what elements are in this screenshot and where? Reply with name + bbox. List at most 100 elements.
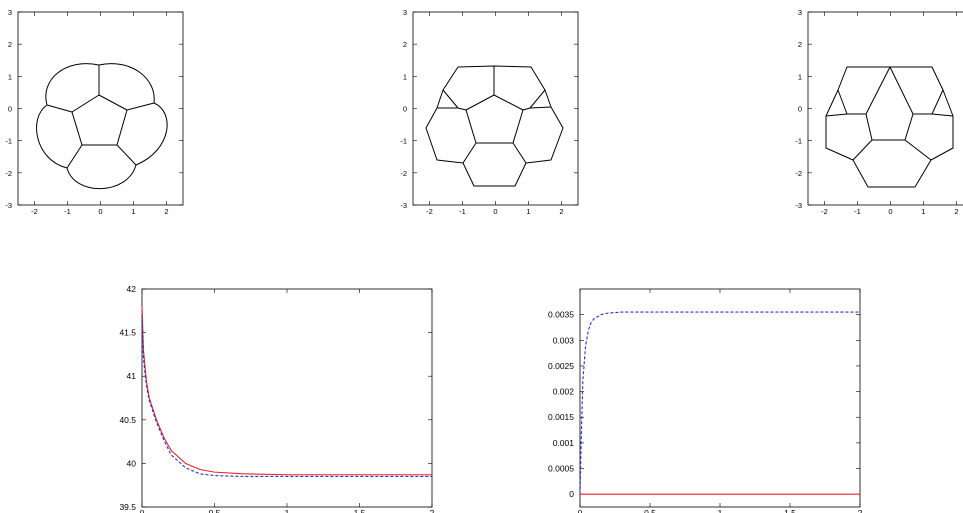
cell-edge (512, 142, 527, 164)
dashed-series-line (579, 311, 860, 495)
y-tick-label: 40.5 (119, 415, 136, 425)
y-tick-label: 0.0005 (548, 464, 574, 474)
x-tick-label: -1 (459, 207, 466, 216)
cell-edge (36, 104, 68, 169)
x-tick-label: 1 (526, 207, 530, 216)
cell-edge (825, 113, 848, 117)
y-tick-label: 1 (798, 72, 802, 81)
x-tick-label: 1.5 (354, 508, 366, 513)
y-tick-label: -1 (400, 137, 407, 146)
cell-edges (36, 63, 168, 190)
cell-edge (116, 144, 137, 166)
cell-edge (865, 66, 914, 141)
cell-shape-panel-3: -2 -1 0 1 2 -3 -2 -1 0 1 2 3 (795, 8, 963, 216)
cell-shape-panel-2: -2 -1 0 1 2 -3 -2 -1 0 1 2 3 (400, 8, 579, 216)
y-tick-label: 0 (8, 105, 12, 114)
y-tick-label: 41 (127, 371, 137, 381)
x-tick-label: 2 (430, 508, 435, 513)
y-tick-label: -2 (795, 169, 802, 178)
cell-edge (116, 109, 128, 146)
y-tick-label: 0.001 (553, 438, 575, 448)
y-tick-label: 0 (569, 489, 574, 499)
cell-edge (71, 111, 83, 146)
y-tick-label: 0 (403, 105, 407, 114)
cell-edge (66, 164, 137, 190)
x-tick-label: -1 (854, 207, 861, 216)
y-tick-label: -3 (795, 201, 802, 210)
solid-series-line (141, 306, 432, 476)
y-tick-label: 1 (8, 72, 12, 81)
cell-edges (425, 65, 564, 187)
plot-frame (579, 288, 861, 508)
cell-edge (46, 104, 73, 113)
y-tick-label: 0.0015 (548, 412, 574, 422)
y-tick-label: -3 (400, 201, 407, 210)
line-chart-1: 0 0.5 1 1.5 2 39.5 40 40.5 41 41.5 42 (119, 284, 434, 513)
cell-edge (425, 65, 564, 187)
x-tick-label: 1 (718, 508, 723, 513)
y-tick-label: -2 (400, 169, 407, 178)
cell-edge (135, 102, 168, 166)
cell-edge (852, 139, 873, 161)
x-tick-label: 1.5 (784, 508, 796, 513)
y-tick-label: 41.5 (119, 328, 136, 338)
x-tick-label: 0.5 (209, 508, 221, 513)
y-tick-label: 0 (798, 105, 802, 114)
x-tick-label: 1 (921, 207, 925, 216)
x-tick-label: 0 (578, 508, 583, 513)
y-tick-label: 3 (403, 8, 407, 17)
cell-edges (825, 66, 954, 188)
cell-edge (98, 94, 128, 111)
y-tick-label: -2 (5, 169, 12, 178)
line-chart-2: 0 0.5 1 1.5 2 0 0.0005 0.001 0.0015 0.002 0.0025 0.… (548, 288, 863, 513)
cell-edge (825, 66, 954, 188)
y-tick-label: 0.003 (553, 335, 575, 345)
x-tick-label: 2 (559, 207, 563, 216)
x-tick-label: 2 (954, 207, 958, 216)
cell-edge (904, 139, 932, 161)
y-tick-label: -1 (5, 137, 12, 146)
y-tick-label: 2 (8, 40, 12, 49)
cell-edge (98, 63, 155, 104)
cell-edge (66, 144, 83, 169)
y-tick-label: 0.0035 (548, 310, 574, 320)
y-tick-label: 42 (127, 284, 137, 294)
plot-frame (807, 11, 963, 206)
x-tick-label: 2 (164, 207, 168, 216)
y-tick-label: 2 (798, 40, 802, 49)
x-tick-label: -2 (31, 207, 38, 216)
x-tick-label: -2 (426, 207, 433, 216)
x-tick-label: 0 (888, 207, 892, 216)
x-tick-label: 1 (131, 207, 135, 216)
y-tick-label: -1 (795, 137, 802, 146)
x-tick-label: 0 (493, 207, 497, 216)
x-tick-label: 0 (98, 207, 102, 216)
x-tick-label: 2 (858, 508, 863, 513)
x-tick-label: -1 (64, 207, 71, 216)
x-tick-label: 0 (140, 508, 145, 513)
y-tick-label: 3 (8, 8, 12, 17)
cell-edge (442, 89, 467, 111)
x-tick-label: -2 (821, 207, 828, 216)
x-tick-label: 0.5 (644, 508, 656, 513)
cell-shape-panel-1: -2 -1 0 1 2 -3 -2 -1 0 1 2 3 (5, 8, 184, 216)
y-tick-label: 1 (403, 72, 407, 81)
cell-edge (71, 94, 100, 113)
cell-edge (913, 89, 944, 115)
y-tick-label: 0.0025 (548, 361, 574, 371)
cell-edge (931, 113, 954, 117)
y-tick-label: 39.5 (119, 502, 136, 512)
y-tick-label: 0.002 (553, 387, 575, 397)
cell-edge (45, 63, 100, 106)
cell-edge (126, 102, 155, 111)
cell-edge (465, 94, 524, 144)
y-tick-label: 3 (798, 8, 802, 17)
y-tick-label: -3 (5, 201, 12, 210)
dashed-series-line (141, 315, 432, 478)
cell-edge (462, 142, 477, 164)
cell-edge (529, 106, 552, 109)
x-tick-label: 1 (285, 508, 290, 513)
y-tick-label: 40 (127, 458, 137, 468)
y-tick-label: 2 (403, 40, 407, 49)
